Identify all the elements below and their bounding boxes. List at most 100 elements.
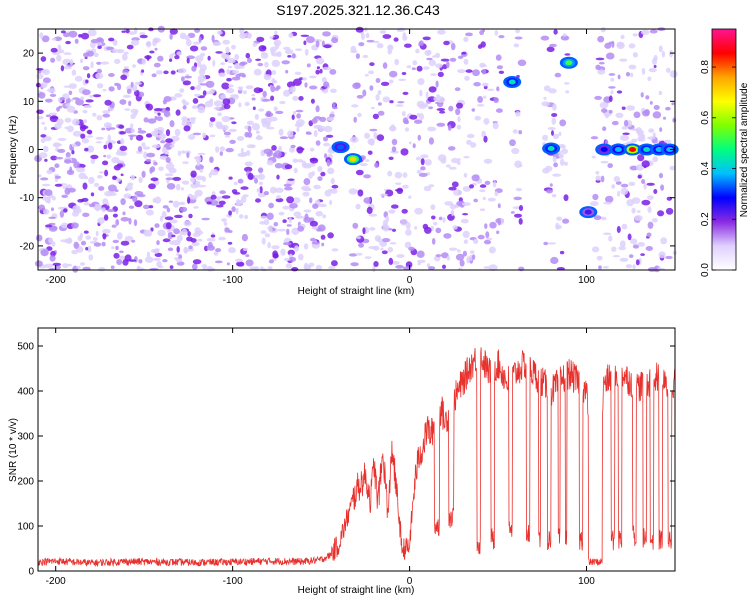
noise-speck <box>244 214 249 220</box>
noise-speck <box>595 175 602 181</box>
noise-speck <box>598 265 602 270</box>
noise-speck <box>453 189 462 196</box>
hotspot-core <box>643 147 651 152</box>
noise-speck <box>166 183 176 190</box>
noise-speck <box>514 160 522 168</box>
noise-speck <box>420 166 426 171</box>
noise-speck <box>266 160 274 166</box>
noise-speck <box>296 119 305 127</box>
noise-speck <box>44 263 54 268</box>
noise-speck <box>315 105 320 113</box>
noise-speck <box>281 60 291 65</box>
noise-speck <box>398 78 407 82</box>
noise-speck <box>621 126 628 130</box>
noise-speck <box>200 46 208 51</box>
noise-speck <box>669 165 675 171</box>
noise-speck <box>40 56 47 62</box>
noise-speck <box>591 155 596 159</box>
noise-speck <box>590 136 599 140</box>
noise-speck <box>658 251 666 259</box>
noise-speck <box>628 181 636 186</box>
noise-speck <box>447 146 456 151</box>
noise-speck <box>97 38 105 43</box>
noise-speck <box>42 195 46 201</box>
noise-speck <box>247 58 252 63</box>
noise-speck <box>103 154 107 158</box>
noise-speck <box>51 207 54 212</box>
noise-speck <box>126 44 134 50</box>
noise-speck <box>423 102 429 108</box>
noise-speck <box>353 116 358 123</box>
hotspot-core <box>600 147 608 152</box>
noise-speck <box>65 152 71 158</box>
noise-speck <box>261 237 266 245</box>
noise-speck <box>317 176 323 182</box>
noise-speck <box>296 127 300 132</box>
noise-speck <box>630 238 638 245</box>
noise-speck <box>559 119 567 127</box>
noise-speck <box>108 73 115 77</box>
snr-panel: -200 -100 0 100 0 100 200 300 400 500 Height of … <box>8 327 676 596</box>
noise-speck <box>424 159 432 166</box>
noise-speck <box>39 32 44 39</box>
noise-speck <box>274 42 280 50</box>
noise-speck <box>611 184 616 189</box>
noise-speck <box>54 183 63 187</box>
noise-speck <box>47 88 56 93</box>
noise-speck <box>101 207 106 213</box>
noise-speck <box>311 118 318 124</box>
noise-speck <box>647 76 652 82</box>
noise-speck <box>511 147 520 155</box>
noise-speck <box>404 43 412 48</box>
noise-speck <box>394 58 400 66</box>
noise-speck <box>87 29 97 37</box>
noise-speck <box>349 136 359 143</box>
noise-speck <box>391 138 398 146</box>
noise-speck <box>151 73 157 78</box>
noise-speck <box>86 73 91 79</box>
noise-speck <box>495 108 503 113</box>
noise-speck <box>96 68 103 74</box>
noise-speck <box>121 30 126 33</box>
noise-speck <box>440 158 447 164</box>
noise-speck <box>266 120 271 128</box>
noise-speck <box>454 87 461 92</box>
noise-speck <box>245 259 254 267</box>
noise-speck <box>276 174 280 180</box>
noise-speck <box>391 204 399 209</box>
noise-speck <box>264 61 269 68</box>
noise-speck <box>186 152 190 159</box>
noise-speck <box>315 140 321 146</box>
noise-speck <box>457 158 461 161</box>
noise-speck <box>80 125 89 130</box>
noise-speck <box>517 59 527 67</box>
noise-speck <box>36 73 44 80</box>
noise-speck <box>202 267 207 271</box>
noise-speck <box>290 144 296 149</box>
noise-speck <box>59 210 65 218</box>
noise-speck <box>128 100 132 107</box>
noise-speck <box>273 222 279 227</box>
noise-speck <box>181 228 188 236</box>
noise-speck <box>350 45 357 53</box>
noise-speck <box>139 32 146 36</box>
noise-speck <box>245 52 251 59</box>
noise-speck <box>460 218 469 224</box>
noise-speck <box>57 148 66 153</box>
noise-speck <box>102 110 111 114</box>
noise-speck <box>144 256 154 263</box>
noise-speck <box>272 80 278 84</box>
noise-speck <box>331 184 339 189</box>
noise-speck <box>608 73 616 76</box>
x-tick-label: 0 <box>407 275 413 286</box>
noise-speck <box>643 182 647 190</box>
y-tick-label: 0 <box>28 567 34 578</box>
noise-speck <box>402 35 408 41</box>
noise-speck <box>284 186 293 191</box>
noise-speck <box>647 206 652 213</box>
noise-speck <box>286 228 290 235</box>
noise-speck <box>323 81 330 88</box>
noise-speck <box>404 241 412 249</box>
